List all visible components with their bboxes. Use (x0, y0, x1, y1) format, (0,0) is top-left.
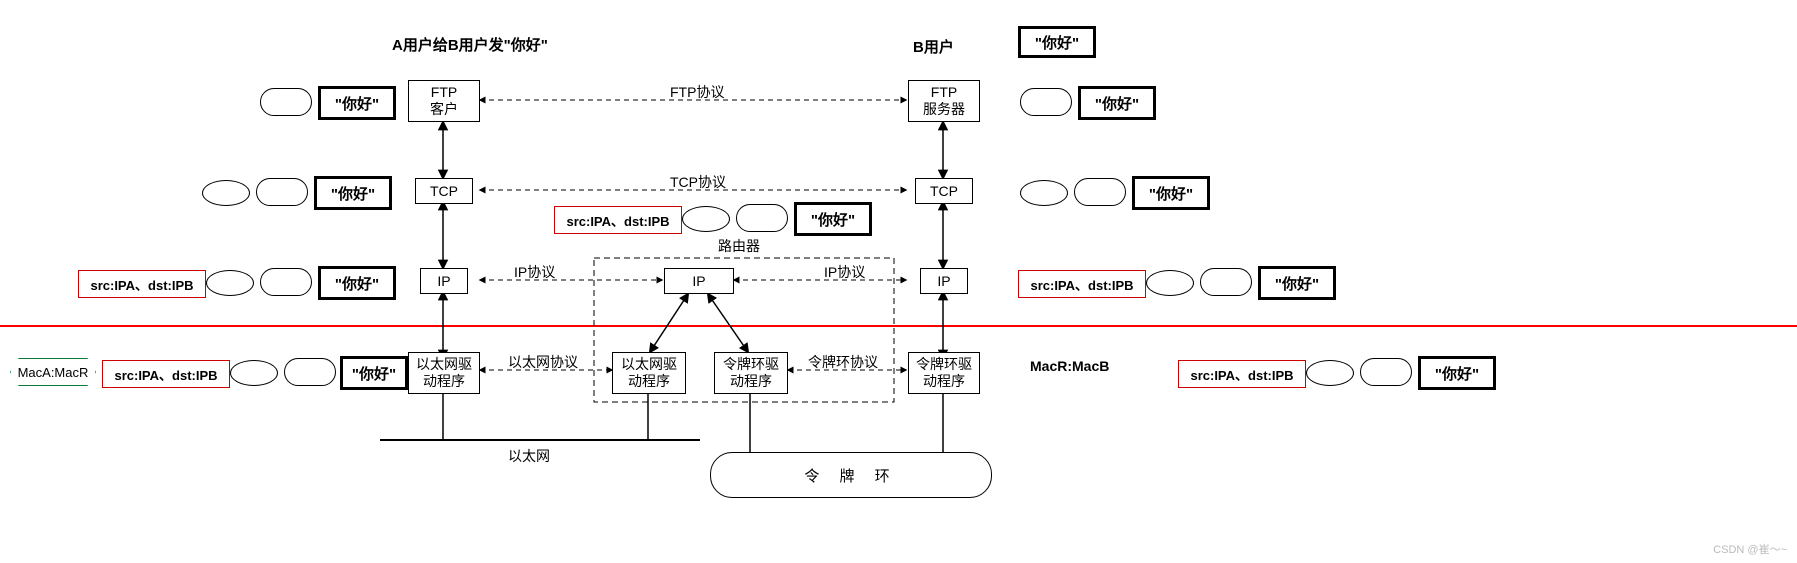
node-ftp-client: FTP 客户 (408, 80, 480, 122)
label-eth-proto: 以太网协议 (508, 352, 578, 372)
cap-r4a (1306, 360, 1354, 386)
hello-mid: "你好" (794, 202, 872, 236)
node-tcp-right: TCP (915, 178, 973, 204)
label-ip-proto-l: IP协议 (514, 262, 555, 282)
cap-r4b (1360, 358, 1412, 386)
mac-left: MacA:MacR (10, 358, 96, 386)
node-tcp-left: TCP (415, 178, 473, 204)
cap-r2a (1020, 180, 1068, 206)
title-a: A用户给B用户发"你好" (392, 34, 602, 55)
srcdst-r4: src:IPA、dst:IPB (1178, 360, 1306, 388)
hello-l4: "你好" (340, 356, 408, 390)
label-ethernet: 以太网 (508, 446, 550, 466)
watermark: CSDN @崔～~ (1713, 541, 1787, 557)
cap-l4a (230, 360, 278, 386)
hello-l3: "你好" (318, 266, 396, 300)
cap-l3b (260, 268, 312, 296)
srcdst-mid: src:IPA、dst:IPB (554, 206, 682, 234)
title-b: B用户 (913, 36, 954, 57)
cap-r3a (1146, 270, 1194, 296)
hello-r3: "你好" (1258, 266, 1336, 300)
node-eth-router: 以太网驱 动程序 (612, 352, 686, 394)
mac-right: MacR:MacB (1030, 358, 1109, 374)
hello-r4: "你好" (1418, 356, 1496, 390)
cap-l1 (260, 88, 312, 116)
cap-r2b (1074, 178, 1126, 206)
token-ring-net: 令 牌 环 (710, 452, 992, 498)
cap-l2b (256, 178, 308, 206)
node-eth-left: 以太网驱 动程序 (408, 352, 480, 394)
node-ip-left: IP (420, 268, 468, 294)
cap-l4b (284, 358, 336, 386)
hello-l1: "你好" (318, 86, 396, 120)
node-ip-right: IP (920, 268, 968, 294)
hello-top-right: "你好" (1018, 26, 1096, 58)
cap-mid-a (682, 206, 730, 232)
hello-l2: "你好" (314, 176, 392, 210)
srcdst-r3: src:IPA、dst:IPB (1018, 270, 1146, 298)
node-tr-router: 令牌环驱 动程序 (714, 352, 788, 394)
hello-r2: "你好" (1132, 176, 1210, 210)
cap-r1 (1020, 88, 1072, 116)
srcdst-l3: src:IPA、dst:IPB (78, 270, 206, 298)
label-ip-proto-r: IP协议 (824, 262, 865, 282)
node-ftp-server: FTP 服务器 (908, 80, 980, 122)
node-ip-router: IP (664, 268, 734, 294)
label-tcp-proto: TCP协议 (670, 172, 726, 192)
cap-r3b (1200, 268, 1252, 296)
hello-r1: "你好" (1078, 86, 1156, 120)
cap-l2a (202, 180, 250, 206)
node-tr-right: 令牌环驱 动程序 (908, 352, 980, 394)
label-tr-proto: 令牌环协议 (808, 352, 878, 372)
label-ftp-proto: FTP协议 (670, 82, 724, 102)
router-label: 路由器 (718, 236, 760, 256)
cap-mid-b (736, 204, 788, 232)
srcdst-l4: src:IPA、dst:IPB (102, 360, 230, 388)
cap-l3a (206, 270, 254, 296)
